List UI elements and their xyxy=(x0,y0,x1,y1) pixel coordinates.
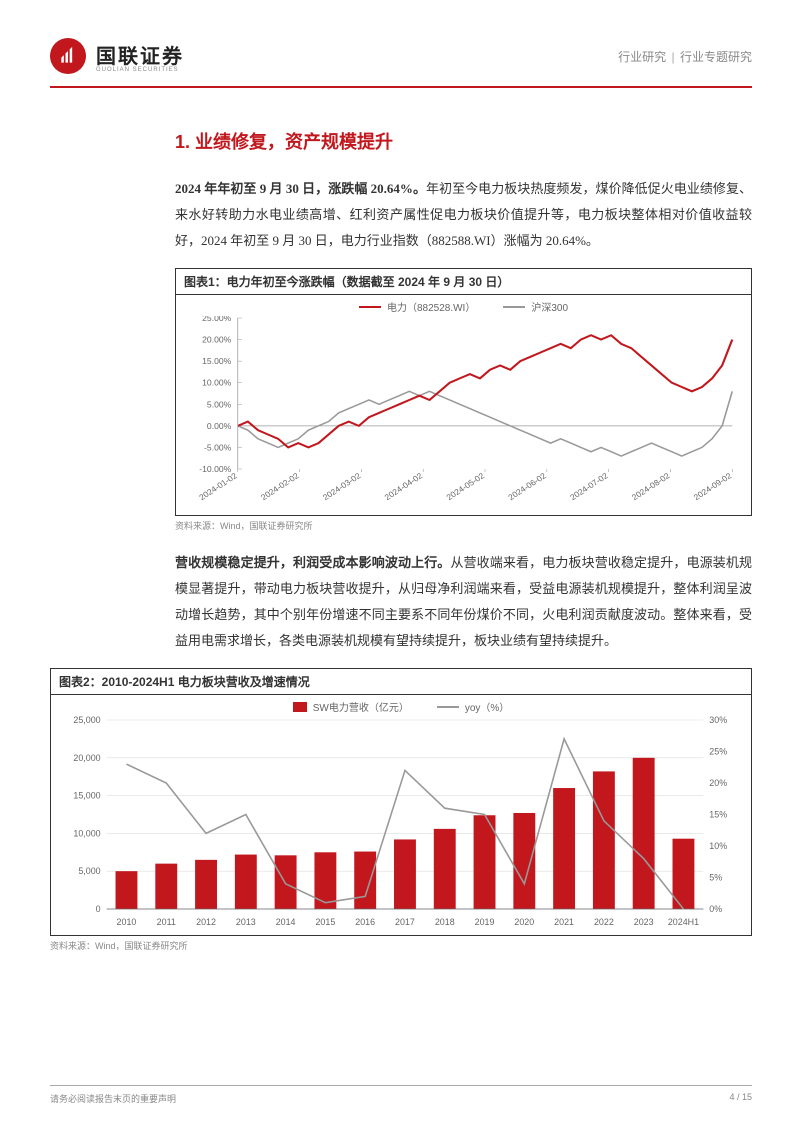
chart-2-frame: 图表2：2010-2024H1 电力板块营收及增速情况 SW电力营收（亿元） y… xyxy=(50,668,752,936)
svg-text:2023: 2023 xyxy=(634,917,654,927)
paragraph-1-lead: 2024 年年初至 9 月 30 日，涨跌幅 20.64%。 xyxy=(175,181,426,196)
chart-1-svg: 25.00% 20.00% 15.00% 10.00% 5.00% 0.00% -5.00%… xyxy=(184,316,743,511)
chart-1-legend-hs300: 沪深300 xyxy=(503,299,568,314)
svg-text:2013: 2013 xyxy=(236,917,256,927)
svg-text:-10.00%: -10.00% xyxy=(199,464,232,474)
company-name-en: GUOLIAN SECURITIES xyxy=(96,67,184,73)
svg-text:0.00%: 0.00% xyxy=(207,421,232,431)
svg-text:20,000: 20,000 xyxy=(73,753,100,763)
chart-1-legend-power-label: 电力（882528.WI） xyxy=(387,299,475,314)
chart-1-body: 电力（882528.WI） 沪深300 25.00% 20.00% 15.00% 10… xyxy=(176,295,751,515)
company-logo-block: 国联证券 GUOLIAN SECURITIES xyxy=(50,38,184,74)
chart-2-legend-bar-label: SW电力营收（亿元） xyxy=(313,699,409,714)
svg-text:2018: 2018 xyxy=(435,917,455,927)
svg-text:2020: 2020 xyxy=(514,917,534,927)
svg-text:2017: 2017 xyxy=(395,917,415,927)
header-rule xyxy=(50,86,752,88)
svg-text:2024-01-02: 2024-01-02 xyxy=(197,470,239,502)
header-divider: | xyxy=(672,50,675,64)
svg-text:2015: 2015 xyxy=(315,917,335,927)
svg-text:2010: 2010 xyxy=(117,917,137,927)
legend-line-icon xyxy=(437,706,459,708)
svg-text:0%: 0% xyxy=(709,904,722,914)
svg-text:25,000: 25,000 xyxy=(73,716,100,725)
svg-text:20%: 20% xyxy=(709,778,727,788)
svg-text:2024H1: 2024H1 xyxy=(668,917,699,927)
svg-text:0: 0 xyxy=(96,904,101,914)
chart-2-title: 图表2：2010-2024H1 电力板块营收及增速情况 xyxy=(51,669,751,695)
chart-2-legend: SW电力营收（亿元） yoy（%） xyxy=(59,699,743,714)
svg-text:5,000: 5,000 xyxy=(78,866,100,876)
legend-line-icon xyxy=(503,306,525,308)
paragraph-2: 营收规模稳定提升，利润受成本影响波动上行。从营收端来看，电力板块营收稳定提升，电… xyxy=(175,550,752,654)
svg-text:30%: 30% xyxy=(709,716,727,725)
svg-text:2024-08-02: 2024-08-02 xyxy=(630,470,672,502)
svg-text:2024-09-02: 2024-09-02 xyxy=(691,470,733,502)
svg-text:2024-06-02: 2024-06-02 xyxy=(506,470,548,502)
header-category: 行业研究 | 行业专题研究 xyxy=(618,48,752,65)
svg-text:2012: 2012 xyxy=(196,917,216,927)
paragraph-2-lead: 营收规模稳定提升，利润受成本影响波动上行。 xyxy=(175,555,450,570)
svg-text:15%: 15% xyxy=(709,809,727,819)
svg-text:10,000: 10,000 xyxy=(73,828,100,838)
svg-text:5.00%: 5.00% xyxy=(207,400,232,410)
footer-page-number: 4 / 15 xyxy=(729,1092,752,1105)
chart-1-legend: 电力（882528.WI） 沪深300 xyxy=(184,299,743,314)
company-name-cn: 国联证券 xyxy=(96,40,184,69)
chart-2-legend-line: yoy（%） xyxy=(437,699,509,714)
chart-2-svg: 25,000 20,000 15,000 10,000 5,000 0 30% 25% 20% 1… xyxy=(59,716,743,931)
svg-text:2016: 2016 xyxy=(355,917,375,927)
svg-text:10.00%: 10.00% xyxy=(202,378,232,388)
svg-text:2021: 2021 xyxy=(554,917,574,927)
svg-text:2011: 2011 xyxy=(157,917,176,927)
chart-2-source: 资料来源：Wind，国联证券研究所 xyxy=(50,939,752,952)
chart-1-legend-hs300-label: 沪深300 xyxy=(531,299,568,314)
svg-text:2024-05-02: 2024-05-02 xyxy=(444,470,486,502)
chart-1-frame: 图表1：电力年初至今涨跌幅（数据截至 2024 年 9 月 30 日） 电力（8… xyxy=(175,268,752,516)
svg-text:2022: 2022 xyxy=(594,917,614,927)
page-footer: 请务必阅读报告末页的重要声明 4 / 15 xyxy=(50,1085,752,1105)
svg-text:25%: 25% xyxy=(709,746,727,756)
svg-text:2024-02-02: 2024-02-02 xyxy=(259,470,301,502)
section-heading: 1. 业绩修复，资产规模提升 xyxy=(175,128,752,154)
report-header: 国联证券 GUOLIAN SECURITIES 行业研究 | 行业专题研究 xyxy=(50,38,752,74)
paragraph-1: 2024 年年初至 9 月 30 日，涨跌幅 20.64%。年初至今电力板块热度… xyxy=(175,176,752,254)
legend-line-icon xyxy=(359,306,381,308)
svg-text:15.00%: 15.00% xyxy=(202,356,232,366)
svg-text:2019: 2019 xyxy=(475,917,495,927)
chart-1-title: 图表1：电力年初至今涨跌幅（数据截至 2024 年 9 月 30 日） xyxy=(176,269,751,295)
legend-bar-icon xyxy=(293,702,307,712)
svg-text:2024-04-02: 2024-04-02 xyxy=(382,470,424,502)
svg-text:5%: 5% xyxy=(709,872,722,882)
chart-2-body: SW电力营收（亿元） yoy（%） 25,000 20,000 15,000 10,0… xyxy=(51,695,751,935)
footer-disclaimer: 请务必阅读报告末页的重要声明 xyxy=(50,1092,176,1105)
svg-text:2014: 2014 xyxy=(276,917,296,927)
chart-1-source: 资料来源：Wind，国联证券研究所 xyxy=(175,519,752,532)
svg-text:2024-03-02: 2024-03-02 xyxy=(321,470,363,502)
header-category-a: 行业研究 xyxy=(618,50,666,64)
svg-text:-5.00%: -5.00% xyxy=(204,443,232,453)
chart-2-legend-bar: SW电力营收（亿元） xyxy=(293,699,409,714)
chart-2-legend-line-label: yoy（%） xyxy=(465,699,509,714)
company-logo-icon xyxy=(50,38,86,74)
svg-text:20.00%: 20.00% xyxy=(202,335,232,345)
svg-text:25.00%: 25.00% xyxy=(202,316,232,323)
svg-text:10%: 10% xyxy=(709,841,727,851)
svg-text:15,000: 15,000 xyxy=(73,791,100,801)
svg-text:2024-07-02: 2024-07-02 xyxy=(568,470,610,502)
header-category-b: 行业专题研究 xyxy=(680,50,752,64)
chart-1-legend-power: 电力（882528.WI） xyxy=(359,299,475,314)
